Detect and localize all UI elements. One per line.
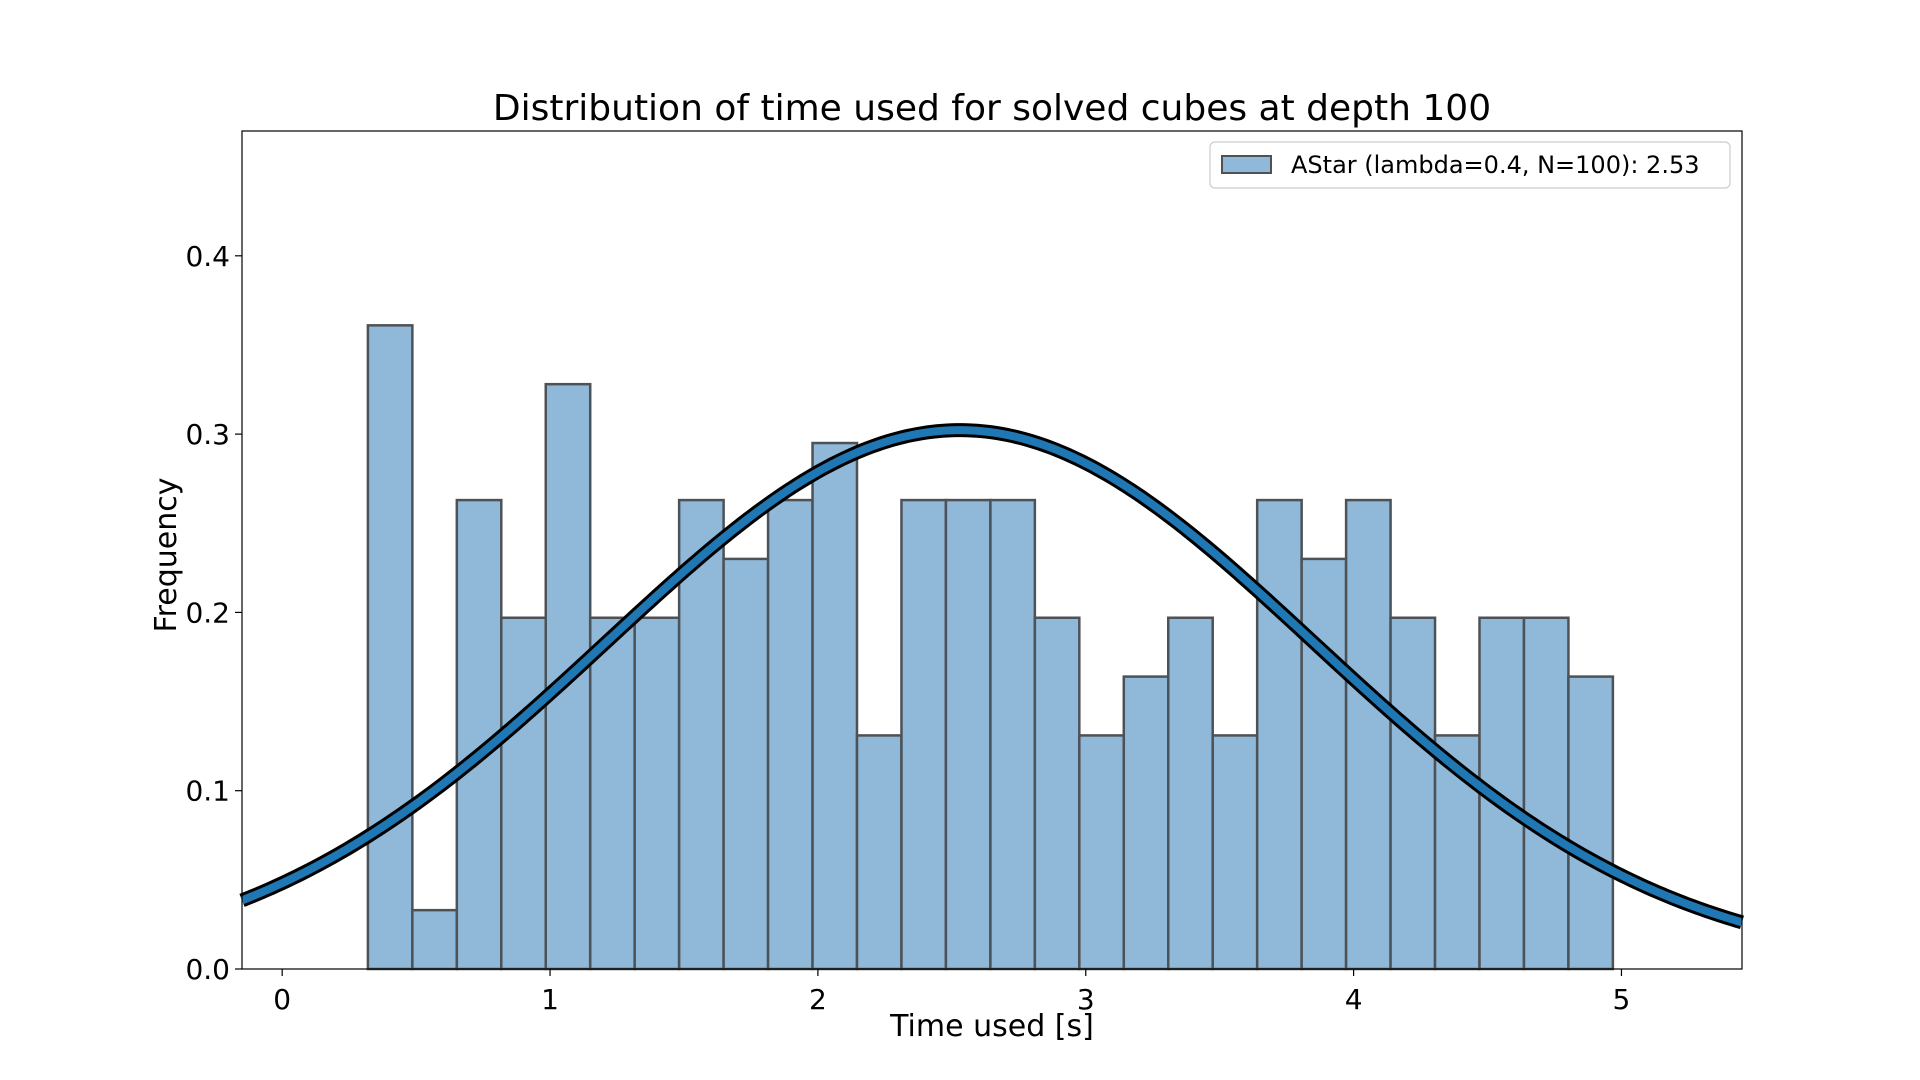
histogram-bar	[411, 908, 459, 971]
histogram-bars	[366, 324, 1615, 971]
x-axis-label: Time used [s]	[889, 1009, 1094, 1044]
y-tick-label: 0.2	[185, 596, 230, 629]
y-tick-label: 0.0	[185, 953, 230, 986]
histogram-bar	[366, 324, 414, 971]
y-tick-label: 0.4	[185, 240, 230, 273]
histogram-bar	[900, 498, 948, 971]
histogram-bar	[722, 557, 770, 971]
normal-fit-curve	[239, 423, 1744, 930]
histogram-bar	[1300, 557, 1348, 971]
x-tick-label: 4	[1345, 983, 1363, 1016]
plot-frame	[241, 130, 1743, 970]
y-tick-label: 0.3	[185, 418, 230, 451]
histogram-bar	[1033, 616, 1081, 971]
chart-title: Distribution of time used for solved cub…	[493, 88, 1491, 129]
y-axis-label: Frequency	[149, 478, 184, 633]
histogram-bar	[1567, 675, 1615, 971]
histogram-bar	[855, 734, 903, 971]
histogram-bar	[588, 616, 636, 971]
x-tick-label: 0	[273, 983, 291, 1016]
y-tick-label: 0.1	[185, 775, 230, 808]
histogram-bar	[1078, 734, 1126, 971]
histogram-bar	[633, 616, 681, 971]
histogram-bar	[1122, 675, 1170, 971]
histogram-bar	[1389, 616, 1437, 971]
x-tick-label: 1	[541, 983, 559, 1016]
legend-label: AStar (lambda=0.4, N=100): 2.53	[1291, 151, 1699, 179]
histogram-bar	[944, 498, 992, 971]
histogram-bar	[1344, 498, 1392, 971]
histogram-bar	[1522, 616, 1570, 971]
histogram-bar	[1211, 734, 1259, 971]
x-axis-ticks: 0 1 2 3 4 5	[273, 969, 1630, 1016]
histogram-bar	[766, 498, 814, 971]
histogram-bar	[989, 498, 1037, 971]
x-tick-label: 2	[809, 983, 827, 1016]
legend-box	[1209, 141, 1731, 189]
x-tick-label: 5	[1613, 983, 1631, 1016]
histogram-bar	[1255, 498, 1303, 971]
legend-swatch	[1221, 155, 1272, 174]
x-tick-label: 3	[1077, 983, 1095, 1016]
histogram-bar	[811, 441, 859, 971]
legend: AStar (lambda=0.4, N=100): 2.53	[1209, 141, 1731, 189]
y-axis-ticks: 0.0 0.1 0.2 0.3 0.4	[185, 240, 242, 986]
histogram-bar	[1167, 616, 1214, 971]
normal-fit-line	[240, 426, 1744, 927]
histogram-bar	[500, 616, 547, 971]
